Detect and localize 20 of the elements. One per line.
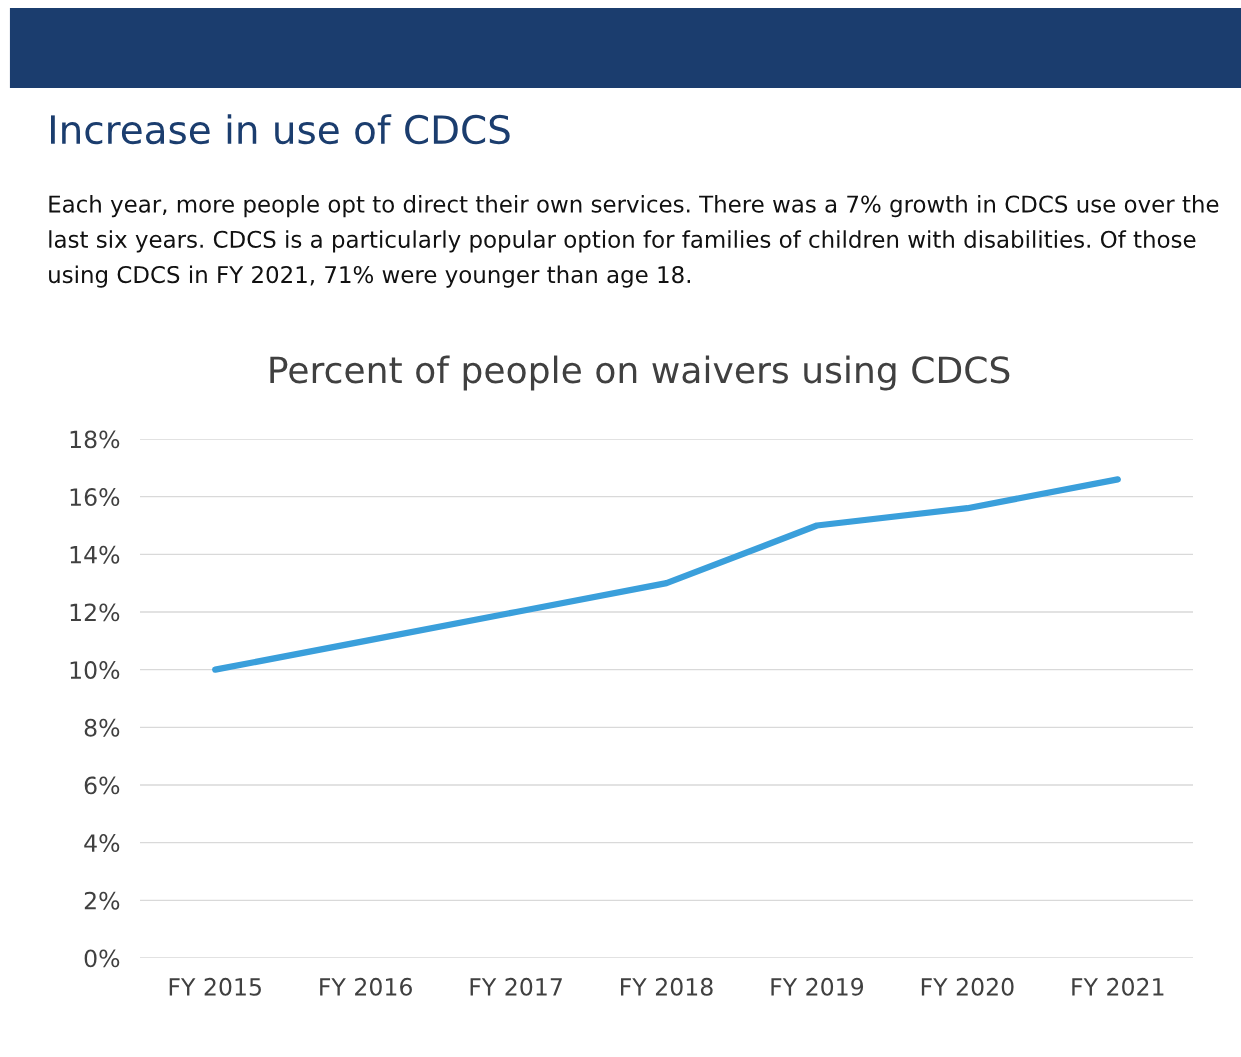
x-tick-label: FY 2015 (169, 977, 261, 996)
text: Increase in use of CDCS (50, 114, 510, 145)
x-tick-label: FY 2019 (771, 977, 864, 996)
x-tick-label: FY 2016 (320, 977, 412, 996)
x-tick-label: FY 2020 (921, 977, 1014, 996)
y-tick-label: 0% (84, 949, 120, 968)
y-tick-label: 6% (84, 776, 120, 795)
y-tick-label: 8% (84, 718, 120, 737)
text: Each year, more people opt to direct their own services. There was a 7% growth in CDCS use over the last six years. CDCS is a particularly popular option for families of children with disabilities. Of those using CDCS in FY 2021, 71% were younger than age 18. (49, 195, 1219, 288)
x-tick-label: FY 2018 (621, 977, 713, 996)
y-tick-label: 16% (70, 488, 120, 506)
y-tick-label: 12% (70, 603, 120, 622)
y-tick-label: 14% (70, 545, 120, 564)
y-tick-label: 10% (70, 661, 120, 679)
chart-title: Percent of people on waivers using CDCS (270, 355, 1010, 391)
y-tick-label: 4% (84, 834, 120, 852)
x-tick-label: FY 2017 (470, 977, 562, 996)
x-tick-label: FY 2021 (1072, 977, 1164, 996)
y-tick-label: 18% (70, 430, 120, 449)
y-tick-label: 2% (84, 891, 120, 910)
